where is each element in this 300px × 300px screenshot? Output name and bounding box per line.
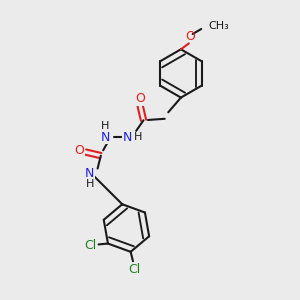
Text: O: O bbox=[75, 144, 85, 158]
Text: H: H bbox=[101, 121, 110, 131]
Text: CH₃: CH₃ bbox=[208, 21, 229, 31]
Text: O: O bbox=[185, 30, 195, 43]
Text: H: H bbox=[134, 132, 143, 142]
Text: N: N bbox=[123, 131, 132, 144]
Text: Cl: Cl bbox=[84, 238, 96, 251]
Text: H: H bbox=[86, 179, 94, 189]
Text: O: O bbox=[135, 92, 145, 105]
Text: N: N bbox=[101, 131, 110, 144]
Text: Cl: Cl bbox=[128, 263, 141, 276]
Text: N: N bbox=[85, 167, 94, 180]
